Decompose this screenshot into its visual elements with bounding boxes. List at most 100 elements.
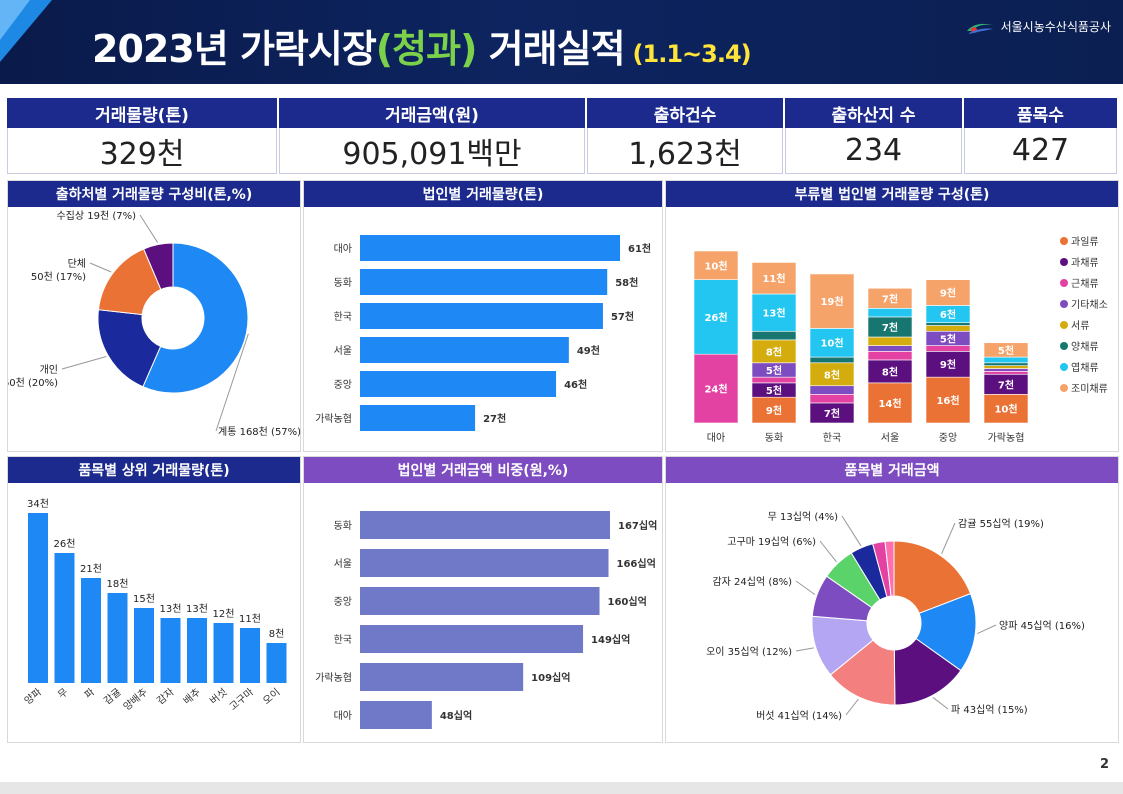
data-label: 10천 [994,403,1017,416]
leader-line [139,214,159,243]
leader-line [932,697,949,710]
kpi-origins: 출하산지 수 234 [785,98,962,176]
leader-line [845,698,859,716]
leader-line [841,515,862,547]
data-label: 무 13십억 (4%) [768,511,838,523]
data-label: 8천 [824,368,840,381]
kpi-volume: 거래물량(톤) 329천 [7,98,277,176]
stack-segment [925,325,971,332]
panel-title: 출하처별 거래물량 구성비(톤,%) [8,181,300,207]
bar [360,511,610,539]
bar [107,593,128,683]
slice-기타2 [884,540,895,597]
data-label: 13천 [186,603,208,615]
legend-label: 서류 [1071,320,1089,332]
panel-shipper-share: 출하처별 거래물량 구성비(톤,%) 계통 168천 (57%) 개인 60천 (2… [7,180,301,452]
stack-segment [983,362,1029,366]
data-label: 7천 [882,321,898,334]
stack-segment [751,396,797,424]
leader-line [977,624,997,635]
stack-segment [925,345,971,352]
stack-segment [693,353,739,424]
stack-segment [751,262,797,295]
data-label: 166십억 [617,557,656,570]
leader-line [795,580,816,596]
legend-label: 근채류 [1071,278,1099,290]
panel-title: 법인별 거래금액 비중(원,%) [304,457,662,483]
leader-line [795,647,814,652]
data-label: 10천 [820,337,843,350]
data-label: 19천 [820,295,843,308]
data-label: 개인 [40,364,58,376]
data-label: 18천 [107,578,129,590]
bar [360,663,524,691]
data-label: 48십억 [440,709,472,722]
header-accent-triangle-light [0,0,30,40]
leader-line [819,540,837,563]
tick-label: 감귤 [102,686,124,707]
data-label: 버섯 41십억 (14%) [756,710,842,722]
bar [81,578,101,683]
legend-marker [1060,321,1068,329]
data-label: 7천 [882,292,898,305]
stack-segment [751,376,797,384]
bar [360,371,557,397]
tick-label: 동화 [334,277,352,289]
bar [213,623,234,683]
data-label: 57천 [611,310,634,323]
bar [28,513,48,683]
data-label: 24천 [704,383,727,396]
stack-segment [867,345,913,352]
stack-segment [809,273,855,329]
stack-segment [693,250,739,280]
kpi-origins-label: 출하산지 수 [785,98,962,128]
kpi-shipments-value: 1,623천 [587,128,783,174]
tick-label: 서울 [881,432,899,444]
data-label: 5천 [766,384,782,397]
tick-label: 대아 [334,710,352,722]
tick-label: 감자 [155,686,177,707]
data-label: 8천 [269,628,285,640]
data-label: 오이 35십억 (12%) [706,646,792,658]
tick-label: 한국 [334,634,352,646]
tick-label: 양파 [22,686,44,707]
data-label: 49천 [577,344,600,357]
bar [360,701,432,729]
data-label: 계통 168천 (57%) [218,426,301,438]
data-label: 감귤 55십억 (19%) [958,518,1044,530]
header-banner: 2023년 가락시장(청과) 거래실적 (1.1~3.4) 서울시농수산식품공사 [0,0,1123,84]
bar [360,587,600,615]
stack-segment [983,371,1029,375]
legend-marker [1060,363,1068,371]
data-label: 7천 [824,407,840,420]
panel-title: 품목별 상위 거래물량(톤) [8,457,300,483]
organization-logo-icon [966,23,993,34]
page-title: 2023년 가락시장(청과) 거래실적 (1.1~3.4) [92,18,752,73]
stack-segment [925,279,971,306]
data-label: 고구마 19십억 (6%) [727,536,816,548]
kpi-amount: 거래금액(원) 905,091백만 [279,98,585,176]
panel-item-top: 품목별 상위 거래물량(톤) 34천 양파 26천 무 21천 파 18천 감귤 15천 양배추 1… [7,456,301,743]
tick-label: 동화 [334,520,352,532]
panel-title: 법인별 거래물량(톤) [304,181,662,207]
legend-marker [1060,237,1068,245]
tick-label: 중앙 [334,379,352,391]
tick-label: 동화 [765,432,783,444]
slice-감귤 [893,540,972,614]
title-period: (1.1~3.4) [632,40,752,68]
leader-line [61,356,107,370]
panel-corp-volume: 법인별 거래물량(톤) 대아 61천 동화 58천 한국 57천 서울 49천 중앙 46천 가락농… [303,180,663,452]
bar [360,405,476,431]
data-label: 9천 [940,287,956,300]
tick-label: 오이 [261,686,283,707]
footer-bar [0,782,1123,794]
kpi-items-value: 427 [964,128,1117,174]
slice-파 [893,637,962,706]
bar [54,553,75,683]
panel-title: 부류별 법인별 거래물량 구성(톤) [666,181,1118,207]
kpi-items-label: 품목수 [964,98,1117,128]
data-label: 양파 45십억 (16%) [999,620,1085,632]
kpi-shipments: 출하건수 1,623천 [587,98,783,176]
data-label: 6천 [940,308,956,321]
tick-label: 무 [56,687,70,701]
